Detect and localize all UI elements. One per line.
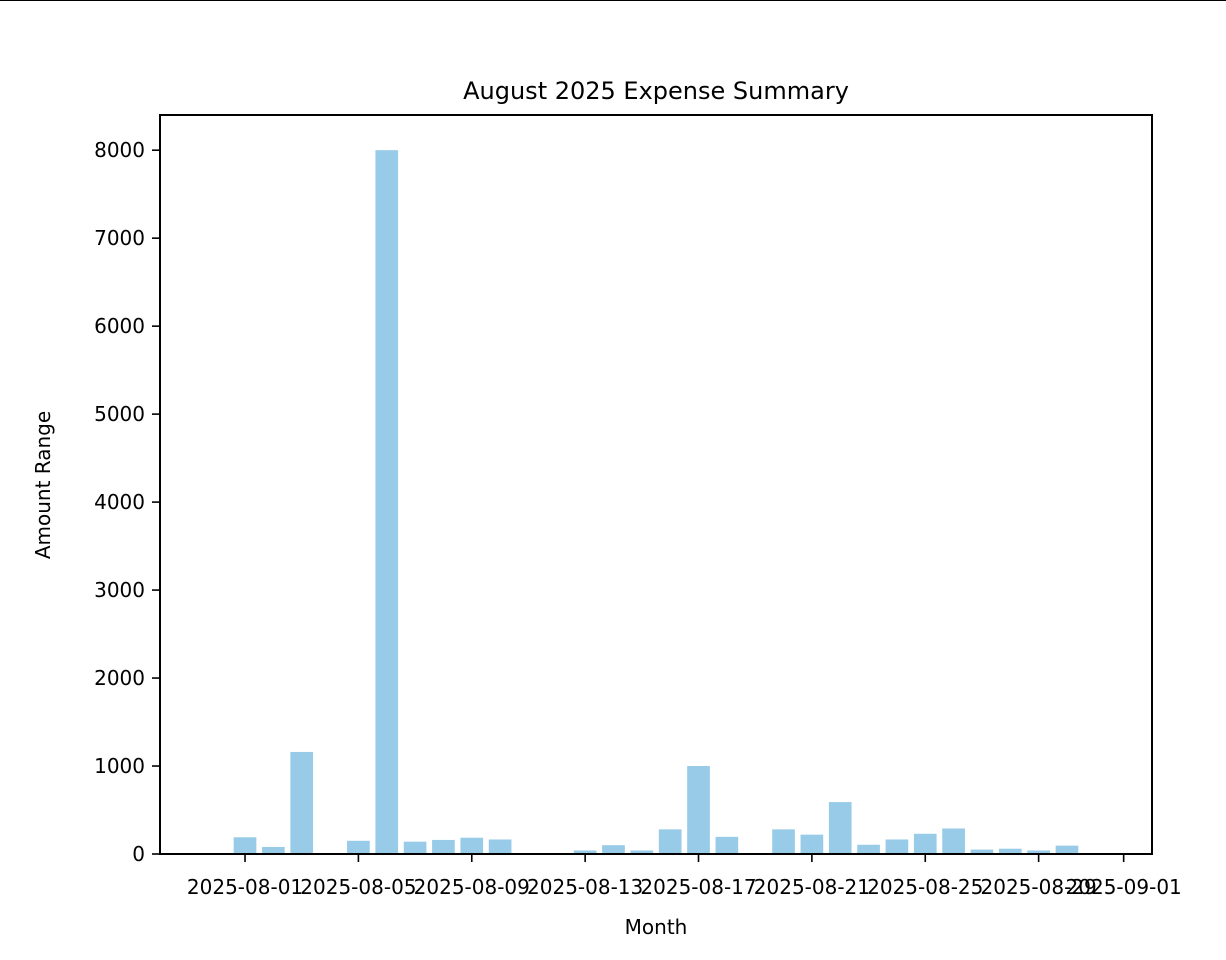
x-tick-label: 2025-08-13 xyxy=(527,875,643,899)
bar-2025-08-29 xyxy=(1027,850,1050,854)
y-tick-label: 1000 xyxy=(94,754,145,778)
y-tick-label: 7000 xyxy=(94,226,145,250)
y-tick-label: 8000 xyxy=(94,138,145,162)
bar-2025-08-01 xyxy=(233,837,257,854)
bar-2025-08-08 xyxy=(432,839,455,854)
y-tick-label: 5000 xyxy=(94,402,145,426)
x-tick-label: 2025-08-01 xyxy=(187,875,303,899)
bar-2025-08-25 xyxy=(913,833,937,854)
x-tick-label: 2025-08-09 xyxy=(414,875,530,899)
bar-2025-08-07 xyxy=(403,841,427,854)
bar-2025-08-17 xyxy=(687,766,710,854)
chart-title: August 2025 Expense Summary xyxy=(463,77,849,105)
bar-2025-08-27 xyxy=(970,849,994,854)
bar-2025-08-23 xyxy=(857,844,880,854)
y-axis-ticks: 0 1000 2000 3000 4000 5000 6000 7000 8000 xyxy=(94,138,160,866)
bar-2025-08-02 xyxy=(262,846,285,854)
y-tick-label: 4000 xyxy=(94,490,145,514)
x-axis-label: Month xyxy=(625,915,688,939)
bar-2025-08-15 xyxy=(630,850,654,854)
y-tick-label: 0 xyxy=(132,842,145,866)
y-tick-label: 3000 xyxy=(94,578,145,602)
bar-2025-08-13 xyxy=(573,850,597,854)
y-tick-label: 6000 xyxy=(94,314,145,338)
x-tick-label: 2025-08-29 xyxy=(981,875,1097,899)
bar-2025-08-16 xyxy=(658,829,682,854)
x-axis-ticks: 2025-08-012025-08-052025-08-092025-08-13… xyxy=(187,854,1182,899)
y-axis-label: Amount Range xyxy=(31,411,55,559)
bar-2025-08-06 xyxy=(375,150,399,854)
bar-2025-08-05 xyxy=(347,840,370,854)
x-tick-label: 2025-09-01 xyxy=(1066,875,1182,899)
x-tick-label: 2025-08-17 xyxy=(640,875,756,899)
bar-2025-08-09 xyxy=(460,837,484,854)
bar-2025-08-28 xyxy=(998,848,1022,854)
bar-2025-08-21 xyxy=(800,834,824,854)
bar-2025-08-20 xyxy=(772,829,795,854)
bar-2025-08-18 xyxy=(715,836,739,854)
bar-2025-08-22 xyxy=(828,802,852,854)
x-tick-label: 2025-08-21 xyxy=(754,875,870,899)
bar-2025-08-03 xyxy=(290,751,314,854)
bar-group xyxy=(233,150,1107,854)
x-tick-label: 2025-08-05 xyxy=(300,875,416,899)
y-tick-label: 2000 xyxy=(94,666,145,690)
bar-2025-08-14 xyxy=(602,845,625,854)
bar-2025-08-24 xyxy=(885,839,909,854)
bar-2025-08-26 xyxy=(942,828,965,854)
bar-2025-08-30 xyxy=(1055,845,1079,854)
bar-2025-08-10 xyxy=(488,839,512,854)
x-tick-label: 2025-08-25 xyxy=(867,875,983,899)
plot-frame xyxy=(159,114,1153,855)
top-border-line xyxy=(0,0,1226,1)
